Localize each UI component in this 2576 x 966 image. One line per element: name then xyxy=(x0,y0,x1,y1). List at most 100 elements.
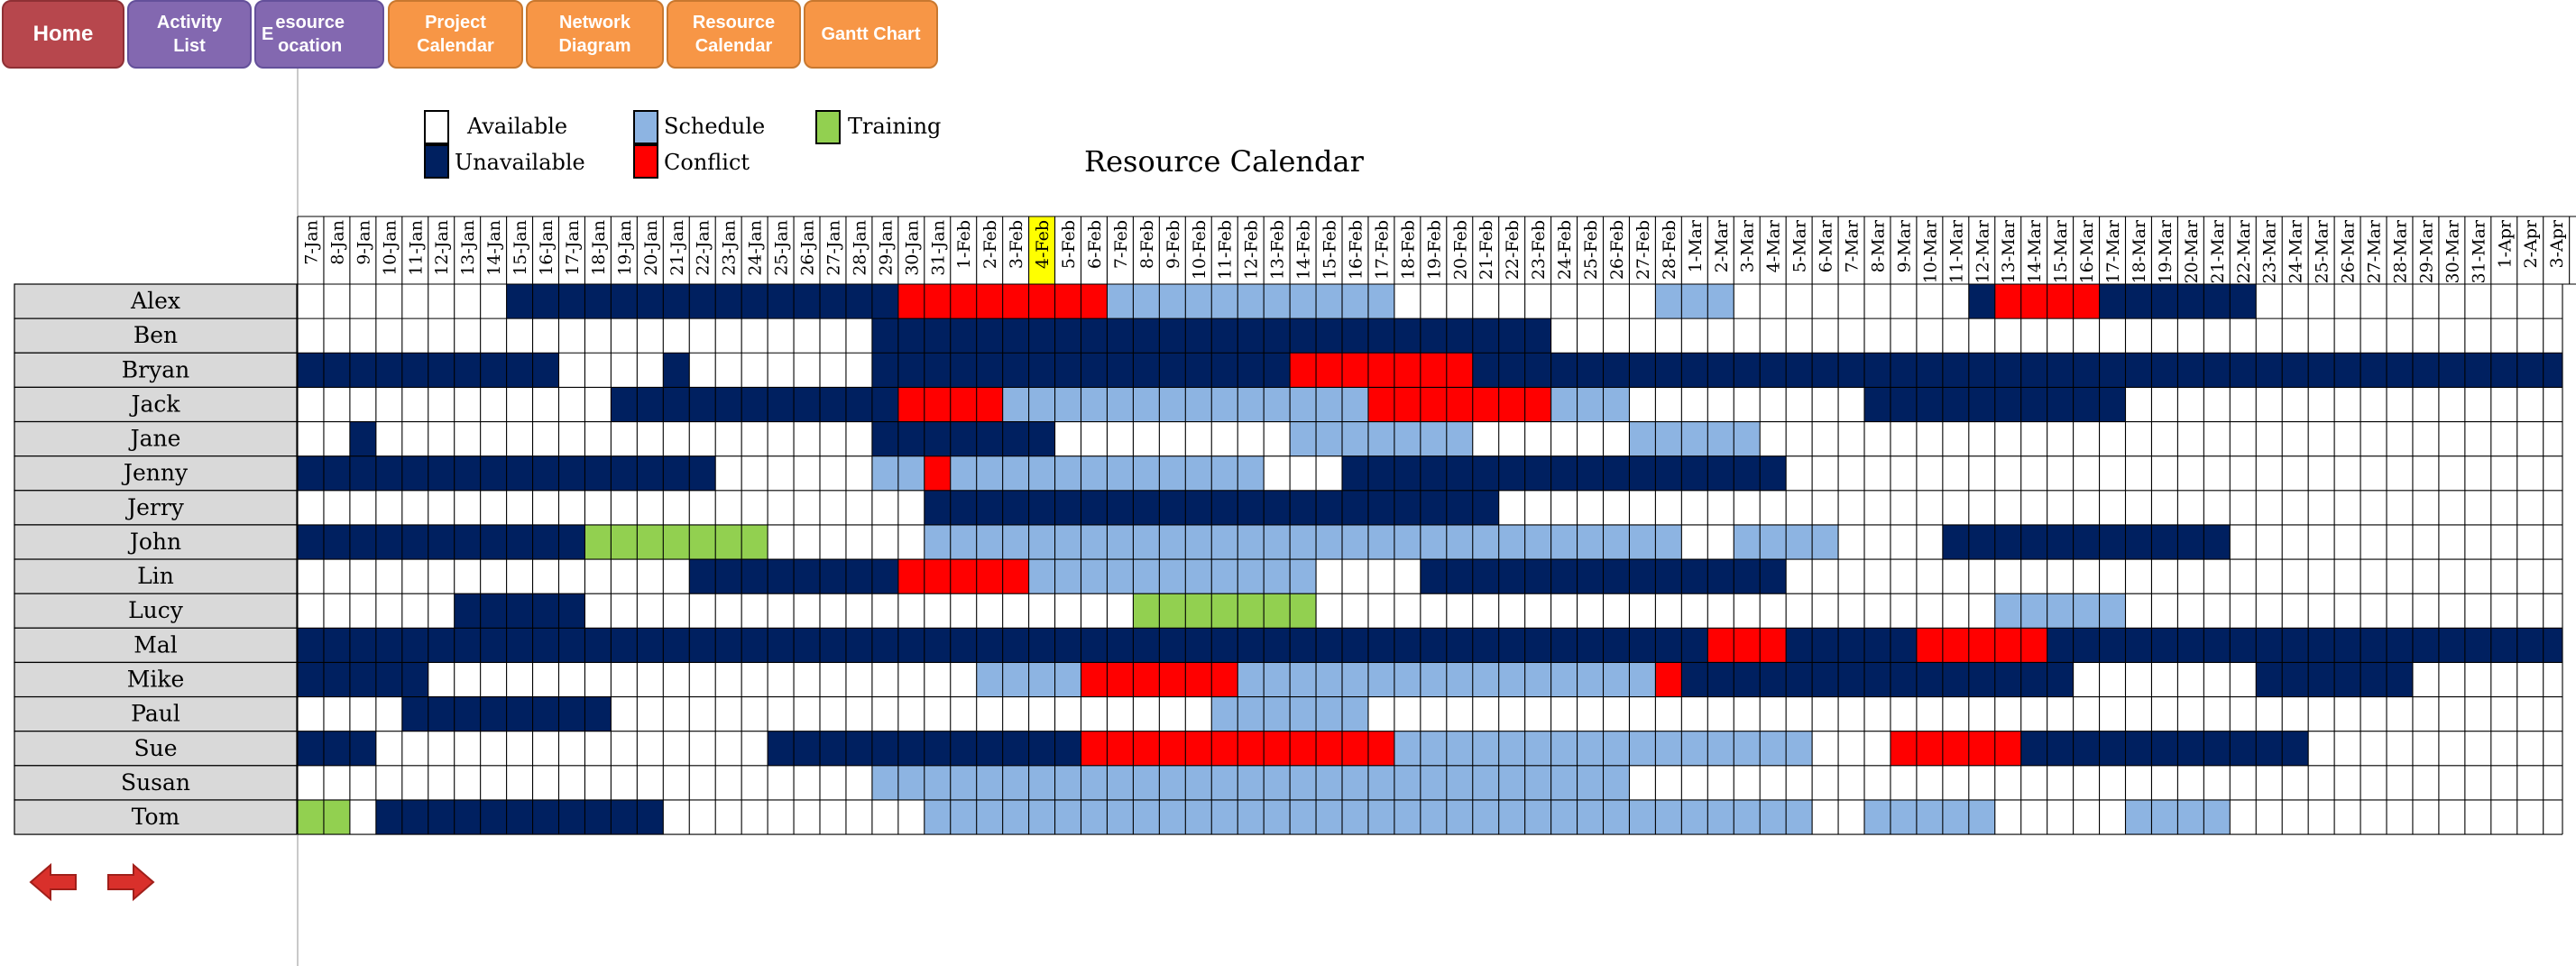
calendar-cell xyxy=(950,696,977,731)
calendar-cell xyxy=(2490,765,2517,800)
calendar-cell xyxy=(2464,318,2491,354)
calendar-cell xyxy=(1734,696,1761,731)
calendar-cell xyxy=(1211,799,1238,835)
calendar-cell xyxy=(768,524,795,560)
calendar-cell xyxy=(1159,455,1186,491)
calendar-cell xyxy=(1394,455,1421,491)
calendar-cell xyxy=(506,387,533,422)
previous-arrow-icon[interactable] xyxy=(29,861,78,903)
calendar-cell xyxy=(1577,421,1604,456)
network-diagram-button[interactable]: Network Diagram xyxy=(526,0,664,69)
calendar-cell xyxy=(2099,628,2126,663)
calendar-cell xyxy=(532,353,559,388)
home-button[interactable]: Home xyxy=(2,0,124,69)
calendar-cell xyxy=(2177,284,2204,319)
calendar-cell xyxy=(2125,524,2152,560)
calendar-cell xyxy=(637,662,664,697)
calendar-cell xyxy=(1159,799,1186,835)
calendar-cell xyxy=(298,799,324,835)
calendar-cell xyxy=(924,387,951,422)
date-header-cell xyxy=(924,216,951,284)
calendar-cell xyxy=(2282,455,2309,491)
calendar-cell xyxy=(558,593,585,629)
legend-schedule-swatch xyxy=(633,110,658,144)
calendar-cell xyxy=(2282,318,2309,354)
calendar-cell xyxy=(1472,696,1499,731)
calendar-cell xyxy=(2151,696,2178,731)
calendar-cell xyxy=(506,662,533,697)
date-header-cell xyxy=(1159,216,1186,284)
calendar-cell xyxy=(1133,318,1160,354)
calendar-cell xyxy=(2438,490,2465,525)
date-header-cell xyxy=(2464,216,2491,284)
calendar-cell xyxy=(454,455,481,491)
calendar-cell xyxy=(558,765,585,800)
date-label: 11-Feb xyxy=(1216,220,1236,280)
calendar-cell xyxy=(323,559,350,594)
calendar-cell xyxy=(1603,662,1630,697)
next-arrow-icon[interactable] xyxy=(106,861,155,903)
calendar-cell xyxy=(1968,662,1995,697)
calendar-cell xyxy=(871,593,898,629)
calendar-cell xyxy=(349,593,376,629)
calendar-cell xyxy=(1916,628,1943,663)
calendar-cell xyxy=(845,662,872,697)
calendar-cell xyxy=(1838,628,1864,663)
gantt-chart-button[interactable]: Gantt Chart xyxy=(804,0,938,69)
resource-allocation-button[interactable]: E esource ocation xyxy=(254,0,384,69)
calendar-cell xyxy=(1838,765,1864,800)
calendar-cell xyxy=(1550,559,1578,594)
calendar-cell xyxy=(1864,421,1891,456)
calendar-cell xyxy=(1994,353,2021,388)
calendar-cell xyxy=(689,662,716,697)
calendar-cell xyxy=(2360,696,2387,731)
calendar-cell xyxy=(950,421,977,456)
calendar-cell xyxy=(820,524,846,560)
calendar-cell xyxy=(1629,628,1656,663)
calendar-cell xyxy=(2151,353,2178,388)
calendar-cell xyxy=(2151,765,2178,800)
calendar-cell xyxy=(1707,455,1734,491)
calendar-cell xyxy=(1472,559,1499,594)
calendar-cell xyxy=(1734,421,1761,456)
calendar-cell xyxy=(924,593,951,629)
calendar-cell xyxy=(1028,593,1055,629)
calendar-cell xyxy=(871,318,898,354)
calendar-cell xyxy=(2230,799,2257,835)
resource-name-cell xyxy=(14,317,298,354)
calendar-cell xyxy=(532,524,559,560)
calendar-cell xyxy=(1681,593,1708,629)
calendar-cell xyxy=(2230,490,2257,525)
calendar-cell xyxy=(950,353,977,388)
calendar-cell xyxy=(1264,628,1291,663)
date-label: 1-Mar xyxy=(1686,219,1706,272)
calendar-cell xyxy=(2308,765,2335,800)
project-calendar-button[interactable]: Project Calendar xyxy=(388,0,523,69)
calendar-cell xyxy=(2387,731,2413,766)
calendar-cell xyxy=(2020,696,2047,731)
date-label: 25-Mar xyxy=(2313,219,2332,283)
calendar-cell xyxy=(1159,559,1186,594)
calendar-cell xyxy=(1054,696,1081,731)
date-label: 27-Mar xyxy=(2365,219,2385,283)
calendar-cell xyxy=(2412,284,2439,319)
calendar-cell xyxy=(2203,593,2231,629)
calendar-cell xyxy=(1603,799,1630,835)
calendar-cell xyxy=(611,284,638,319)
resource-calendar-button[interactable]: Resource Calendar xyxy=(667,0,801,69)
calendar-cell xyxy=(480,628,507,663)
calendar-cell xyxy=(820,662,846,697)
calendar-cell xyxy=(637,490,664,525)
calendar-cell xyxy=(323,696,350,731)
calendar-cell xyxy=(2282,284,2309,319)
calendar-cell xyxy=(1367,524,1394,560)
activity-list-button[interactable]: Activity List xyxy=(127,0,252,69)
calendar-cell xyxy=(2438,696,2465,731)
calendar-cell xyxy=(1786,421,1813,456)
calendar-cell xyxy=(2203,455,2231,491)
calendar-cell xyxy=(1185,559,1212,594)
calendar-cell xyxy=(323,731,350,766)
calendar-cell xyxy=(2256,731,2283,766)
calendar-cell xyxy=(1994,662,2021,697)
calendar-cell xyxy=(1968,731,1995,766)
